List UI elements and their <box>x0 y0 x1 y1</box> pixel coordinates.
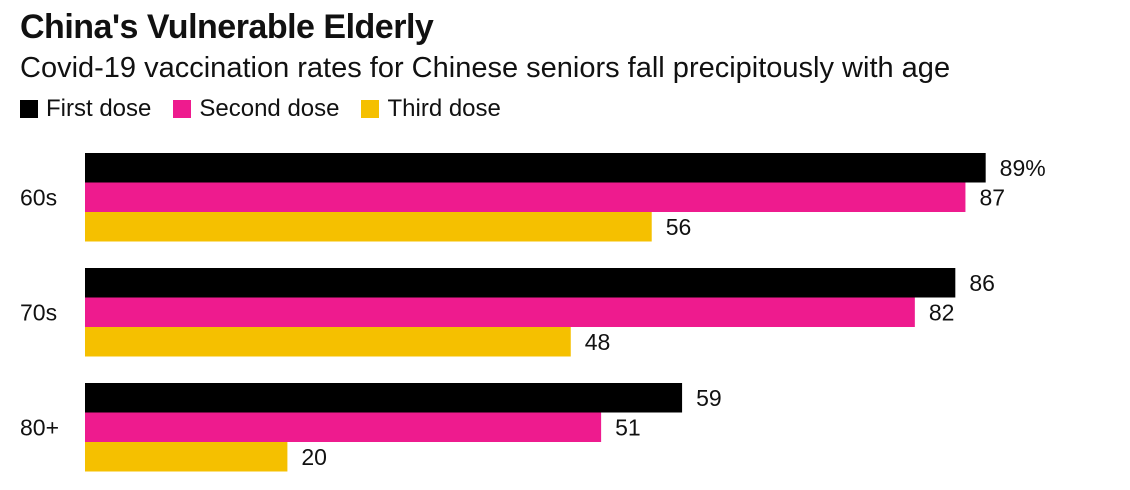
category-label: 80+ <box>20 414 59 440</box>
data-label: 82 <box>929 299 955 325</box>
legend-label-third-dose: Third dose <box>387 95 501 122</box>
legend: First dose Second dose Third dose <box>20 95 501 123</box>
data-label: 56 <box>666 214 692 240</box>
data-label: 87 <box>979 184 1005 210</box>
data-label: 89% <box>1000 155 1046 181</box>
data-label: 20 <box>301 444 327 470</box>
legend-swatch-first-dose <box>20 100 38 118</box>
legend-item-first-dose: First dose <box>20 95 151 123</box>
legend-label-first-dose: First dose <box>46 95 152 122</box>
legend-swatch-third-dose <box>361 100 380 118</box>
legend-item-second-dose: Second dose <box>173 95 339 123</box>
bar <box>85 383 683 413</box>
legend-label-second-dose: Second dose <box>199 95 340 122</box>
bar <box>85 327 571 357</box>
bar <box>85 212 652 242</box>
bar <box>85 182 966 212</box>
category-label: 70s <box>20 299 57 325</box>
data-label: 48 <box>585 329 611 355</box>
bar <box>85 412 602 442</box>
chart-subtitle: Covid-19 vaccination rates for Chinese s… <box>20 52 951 84</box>
category-label: 60s <box>20 184 57 210</box>
bar <box>85 442 288 472</box>
data-label: 86 <box>969 270 995 296</box>
legend-item-third-dose: Third dose <box>361 95 501 123</box>
data-label: 59 <box>696 385 722 411</box>
bar <box>85 268 956 298</box>
bar <box>85 297 915 327</box>
legend-swatch-second-dose <box>173 100 192 118</box>
bar <box>85 153 986 183</box>
chart-title: China's Vulnerable Elderly <box>20 8 434 46</box>
data-label: 51 <box>615 414 641 440</box>
